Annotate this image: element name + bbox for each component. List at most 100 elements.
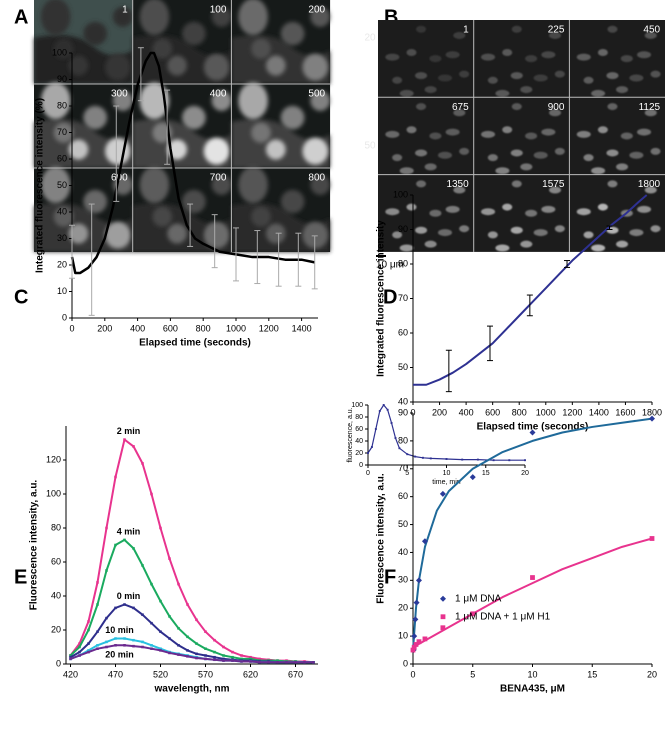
y-tick-label: 10: [57, 286, 67, 296]
cell: [541, 51, 556, 59]
x-tick-label: 200: [432, 407, 447, 417]
data-point: [445, 458, 448, 460]
cell: [525, 132, 538, 140]
cell: [650, 225, 661, 233]
y-tick-label: 80: [355, 414, 363, 421]
data-point: [78, 650, 81, 654]
data-point: [87, 620, 90, 623]
image-tile: 450: [569, 20, 665, 98]
cell: [302, 137, 329, 165]
y-tick-label: 60: [51, 556, 61, 566]
cell: [399, 167, 414, 175]
data-point: [123, 644, 126, 647]
panel-label: A: [14, 6, 28, 28]
y-tick-label: 80: [398, 435, 408, 445]
cell: [112, 6, 133, 27]
data-point: [105, 526, 108, 530]
x-tick-label: 1400: [292, 323, 312, 333]
frame-label: 1575: [542, 179, 565, 190]
y-tick-label: 90: [57, 74, 67, 84]
cell: [310, 6, 331, 27]
data-point: [159, 649, 162, 652]
cell: [68, 223, 89, 244]
cell: [415, 72, 428, 80]
data-point: [132, 644, 135, 648]
data-point: [222, 659, 225, 662]
frame-label: 800: [308, 173, 325, 184]
data-point: [231, 659, 234, 662]
data-point: [258, 661, 261, 664]
cell: [606, 149, 619, 157]
cell: [437, 74, 452, 82]
frame-label: 1125: [639, 102, 661, 113]
cell: [152, 38, 173, 59]
y-tick-label: 0: [56, 658, 61, 668]
x-tick-label: 400: [130, 323, 145, 333]
data-point: [508, 459, 511, 462]
cell: [541, 128, 556, 136]
cell: [495, 167, 510, 175]
cell: [525, 55, 538, 63]
y-tick-label: 0: [359, 462, 363, 469]
y-tick-label: 20: [398, 603, 408, 613]
cell: [105, 53, 131, 81]
y-tick-label: 30: [398, 575, 408, 585]
cell: [437, 151, 452, 159]
cell: [583, 231, 594, 239]
image-tile: 1: [34, 0, 133, 84]
x-tick-label: 5: [470, 669, 475, 679]
legend-marker: [440, 595, 446, 602]
cell: [265, 139, 286, 160]
frame-label: 675: [452, 102, 469, 113]
cell: [495, 244, 510, 252]
series-line: [413, 194, 648, 386]
data-point: [114, 475, 117, 479]
data-point: [123, 603, 126, 606]
data-point: [132, 606, 135, 610]
cell: [445, 51, 460, 59]
cell: [211, 174, 232, 195]
cell: [511, 25, 522, 33]
series-line: [70, 644, 314, 664]
cell: [265, 55, 286, 76]
data-point: [530, 575, 535, 580]
data-point: [69, 654, 72, 657]
data-point: [96, 581, 99, 584]
x-tick-label: 15: [587, 669, 597, 679]
x-tick-label: 1600: [615, 407, 635, 417]
data-point: [204, 630, 207, 633]
cell: [554, 225, 565, 233]
data-point: [249, 655, 252, 659]
data-point: [177, 653, 180, 656]
y-tick-label: 40: [57, 206, 67, 216]
x-tick-label: 620: [243, 669, 258, 679]
data-point: [168, 557, 171, 560]
panel-label: C: [14, 286, 28, 308]
frame-label: 400: [210, 89, 227, 100]
cell: [105, 137, 131, 165]
x-tick-label: 670: [288, 669, 303, 679]
faint-label: 50: [364, 141, 376, 152]
cell: [554, 147, 565, 155]
data-point: [204, 647, 207, 650]
y-tick-label: 70: [57, 127, 67, 137]
cell: [182, 189, 206, 214]
data-point: [413, 599, 420, 606]
image-tile: 225: [473, 20, 570, 98]
cell: [238, 82, 268, 120]
data-point: [114, 637, 117, 640]
frame-label: 900: [548, 102, 565, 113]
data-point: [461, 458, 464, 461]
legend-label: 1 μM DNA + 1 μM H1: [455, 611, 551, 622]
y-tick-label: 60: [355, 426, 363, 433]
cell: [424, 86, 437, 94]
frame-label: 1350: [446, 179, 469, 190]
cell: [533, 151, 548, 159]
data-point: [96, 603, 99, 606]
cell: [83, 189, 108, 214]
x-tick-label: 600: [485, 407, 500, 417]
data-point: [411, 644, 417, 650]
data-point: [367, 452, 369, 454]
cell: [40, 166, 71, 204]
cell: [392, 231, 403, 239]
